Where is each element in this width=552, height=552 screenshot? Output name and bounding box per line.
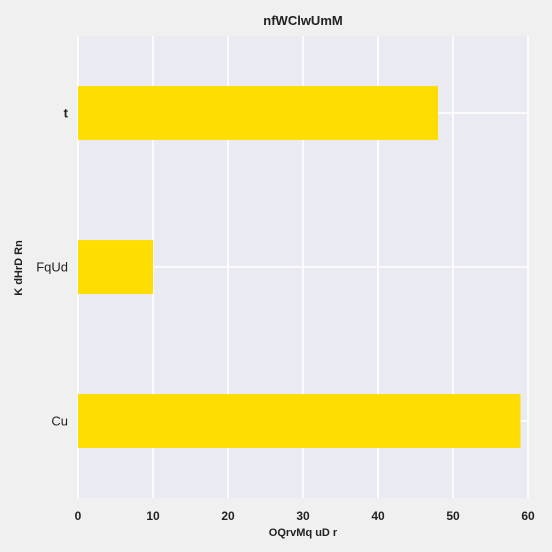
x-tick-label: 30: [296, 509, 310, 523]
chart-title: nfWClwUmM: [263, 13, 342, 28]
bars: [78, 86, 521, 448]
bar: [78, 86, 438, 140]
x-tick-label: 40: [371, 509, 385, 523]
x-tick-label: 60: [521, 509, 535, 523]
x-tick-label: 0: [75, 509, 82, 523]
x-tick-label: 50: [446, 509, 460, 523]
tick-labels: 0 10 20 30 40 50 60 t FqUd Cu: [36, 106, 535, 524]
y-tick-label: Cu: [51, 414, 68, 429]
y-tick-label: t: [64, 106, 69, 121]
x-tick-label: 20: [221, 509, 235, 523]
y-axis-label: K dHrD Rn: [13, 240, 25, 296]
x-tick-label: 10: [146, 509, 160, 523]
x-axis-label: OQrvMq uD r: [269, 527, 338, 539]
bar: [78, 240, 153, 294]
bar: [78, 394, 521, 448]
y-tick-label: FqUd: [36, 260, 68, 275]
